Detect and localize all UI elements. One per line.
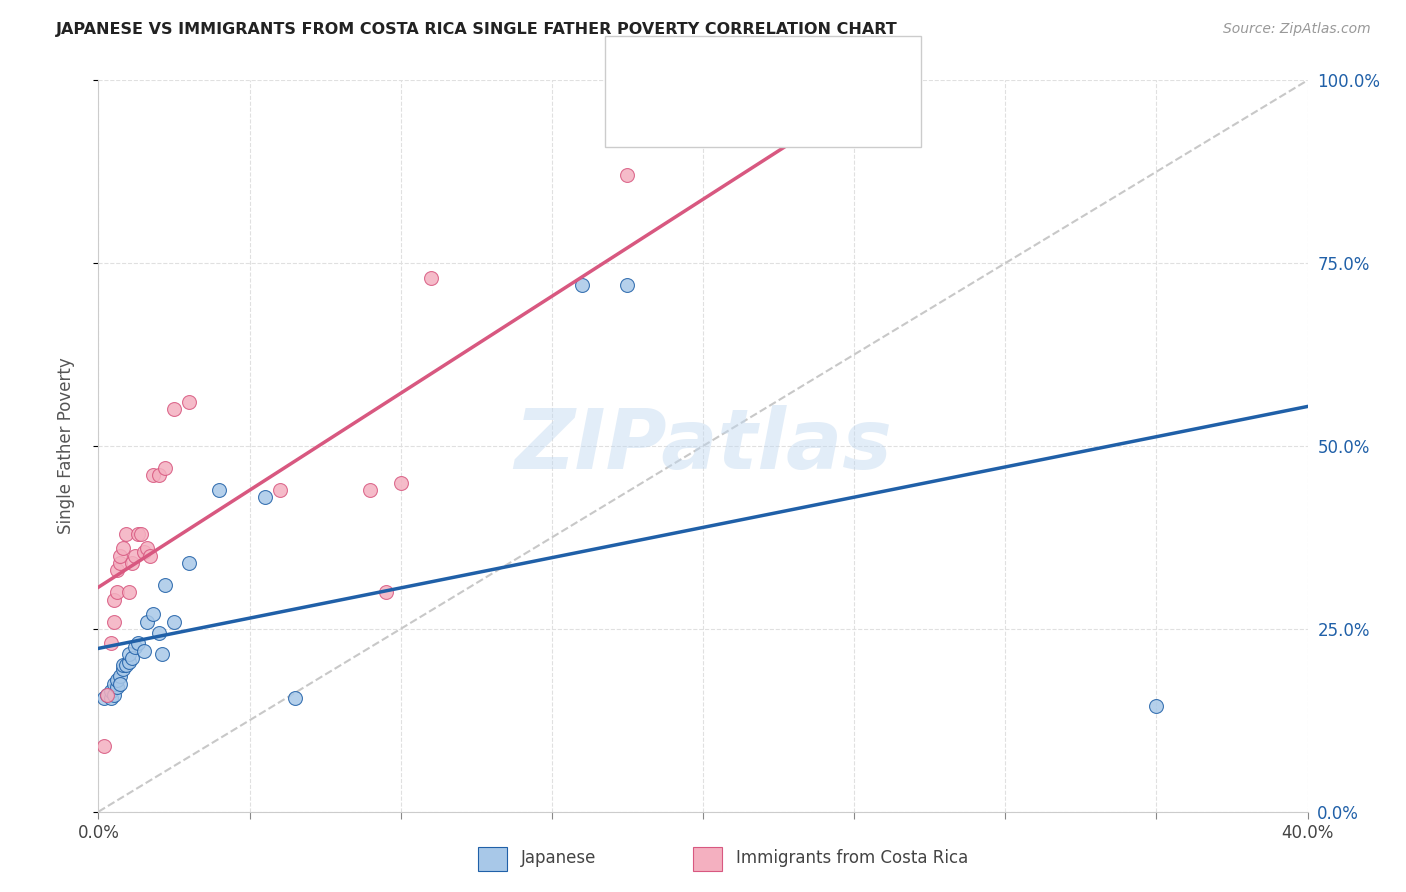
- Point: [118, 648, 141, 662]
- Point: [105, 563, 128, 577]
- Point: [108, 669, 131, 683]
- Point: [148, 468, 170, 483]
- Text: JAPANESE VS IMMIGRANTS FROM COSTA RICA SINGLE FATHER POVERTY CORRELATION CHART: JAPANESE VS IMMIGRANTS FROM COSTA RICA S…: [56, 22, 898, 37]
- Text: R =: R =: [662, 61, 700, 78]
- Point: [153, 578, 176, 592]
- Point: [111, 662, 134, 676]
- Point: [420, 270, 443, 285]
- Point: [124, 640, 146, 655]
- Point: [114, 658, 136, 673]
- FancyBboxPatch shape: [693, 847, 723, 871]
- Point: [103, 615, 125, 629]
- Point: [108, 549, 131, 563]
- Point: [121, 556, 143, 570]
- Point: [132, 644, 155, 658]
- Text: 30: 30: [821, 104, 845, 122]
- Point: [111, 541, 134, 556]
- Point: [163, 402, 186, 417]
- Point: [103, 676, 125, 690]
- Point: [153, 461, 176, 475]
- Point: [93, 739, 115, 753]
- FancyBboxPatch shape: [621, 54, 654, 86]
- Point: [124, 549, 146, 563]
- Point: [616, 169, 638, 183]
- Point: [118, 655, 141, 669]
- Point: [139, 549, 162, 563]
- Text: Immigrants from Costa Rica: Immigrants from Costa Rica: [737, 849, 969, 867]
- Point: [103, 688, 125, 702]
- Text: N =: N =: [780, 104, 820, 122]
- Point: [108, 676, 131, 690]
- Point: [105, 681, 128, 695]
- Point: [150, 648, 173, 662]
- Point: [135, 615, 157, 629]
- Point: [374, 585, 396, 599]
- Point: [114, 526, 136, 541]
- Point: [269, 483, 291, 497]
- Point: [121, 651, 143, 665]
- Point: [105, 673, 128, 687]
- Text: 0.271: 0.271: [706, 104, 762, 122]
- Text: R =: R =: [662, 104, 700, 122]
- Point: [360, 483, 382, 497]
- Point: [616, 278, 638, 293]
- Point: [111, 658, 134, 673]
- Point: [135, 541, 157, 556]
- Point: [1144, 698, 1167, 713]
- Point: [96, 688, 118, 702]
- Text: Source: ZipAtlas.com: Source: ZipAtlas.com: [1223, 22, 1371, 37]
- Point: [93, 691, 115, 706]
- Point: [253, 490, 276, 504]
- Point: [118, 585, 141, 599]
- FancyBboxPatch shape: [478, 847, 508, 871]
- Text: 0.547: 0.547: [706, 61, 762, 78]
- Point: [132, 545, 155, 559]
- Point: [127, 636, 149, 650]
- Point: [100, 636, 122, 650]
- Point: [127, 526, 149, 541]
- Point: [142, 468, 165, 483]
- Text: N =: N =: [780, 61, 820, 78]
- Point: [96, 688, 118, 702]
- Text: 32: 32: [821, 61, 845, 78]
- Point: [389, 475, 412, 490]
- Point: [208, 483, 231, 497]
- Text: Japanese: Japanese: [522, 849, 596, 867]
- Text: ZIPatlas: ZIPatlas: [515, 406, 891, 486]
- Point: [163, 615, 186, 629]
- Point: [179, 395, 201, 409]
- Point: [284, 691, 307, 706]
- Point: [105, 585, 128, 599]
- Point: [108, 556, 131, 570]
- Point: [571, 278, 593, 293]
- Point: [142, 607, 165, 622]
- Point: [100, 691, 122, 706]
- Y-axis label: Single Father Poverty: Single Father Poverty: [56, 358, 75, 534]
- Point: [129, 526, 152, 541]
- Point: [179, 556, 201, 570]
- FancyBboxPatch shape: [621, 97, 654, 129]
- Point: [100, 684, 122, 698]
- Point: [103, 592, 125, 607]
- Point: [148, 625, 170, 640]
